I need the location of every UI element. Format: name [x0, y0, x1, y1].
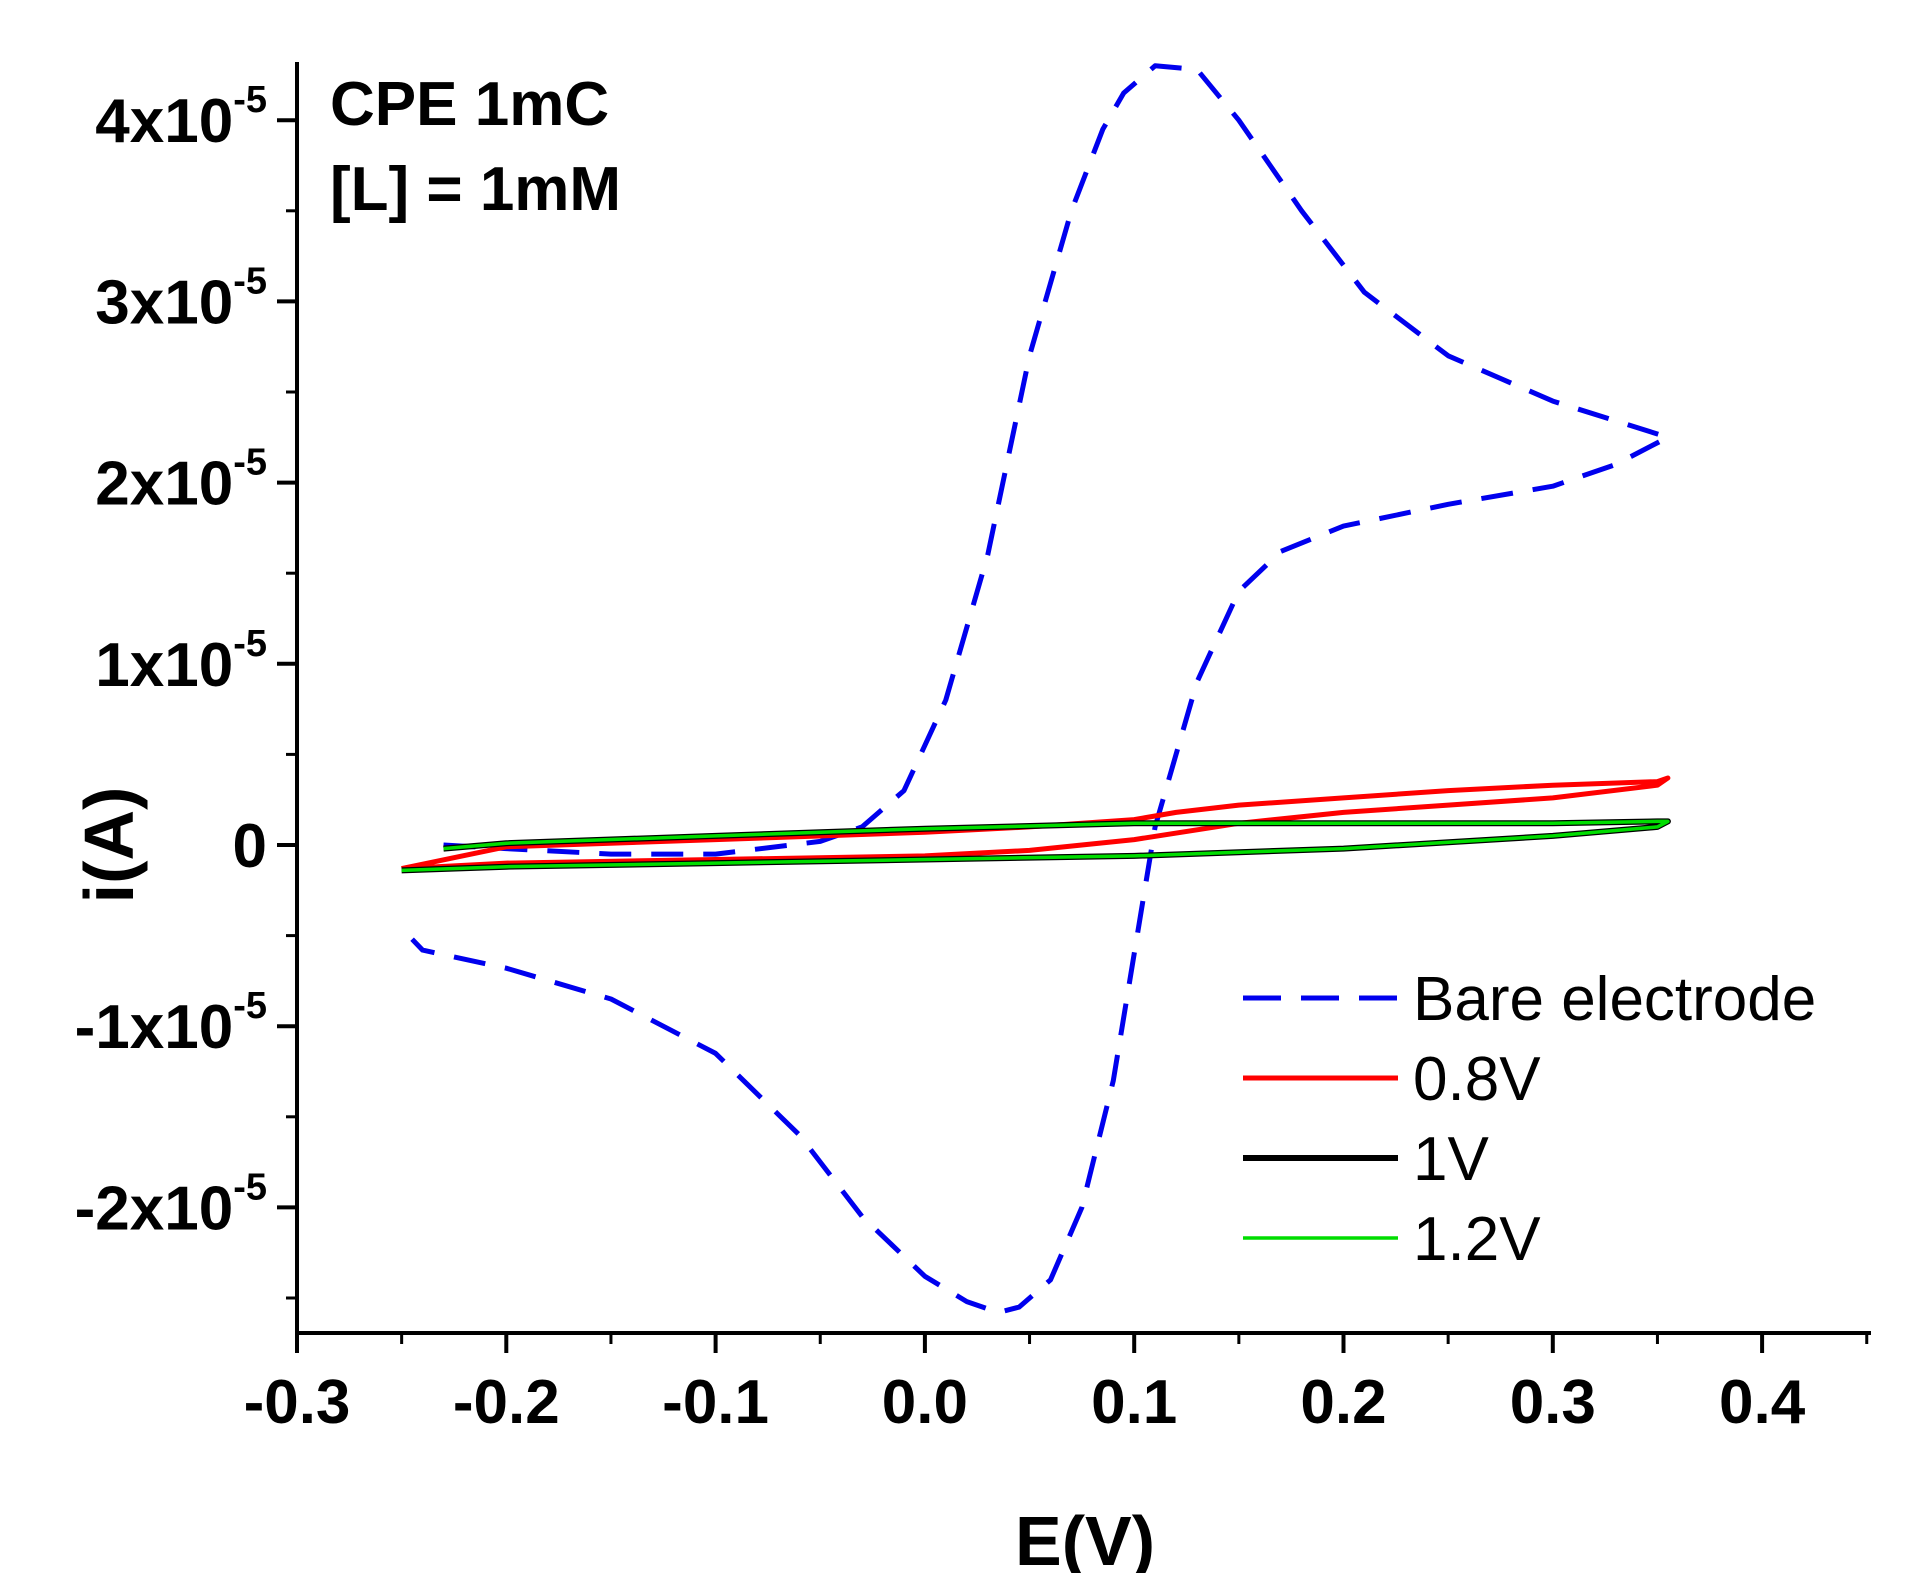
legend-label: 0.8V [1413, 1045, 1541, 1114]
y-axis-title: i(A) [70, 787, 148, 904]
x-tick-label: -0.1 [662, 1368, 769, 1437]
x-tick-label: 0.3 [1510, 1368, 1596, 1437]
x-tick-label: 0.2 [1300, 1368, 1386, 1437]
x-tick-label: -0.2 [453, 1368, 560, 1437]
series-line-bare-electrode [410, 63, 1671, 1315]
ticks-layer: -0.3 -0.2 -0.1 0.0 0.1 0.2 0.3 0.4 4x10-5 3x10-5 2… [75, 79, 1869, 1437]
series-layer [401, 63, 1671, 1315]
y-tick-label: 4x10-5 [95, 79, 267, 156]
y-tick-label: -1x10-5 [75, 985, 267, 1062]
legend: Bare electrode 0.8V 1V 1.2V [1243, 965, 1816, 1274]
x-tick-label: 0.1 [1091, 1368, 1177, 1437]
series-line-1-2v [401, 819, 1670, 873]
y-tick-label: -2x10-5 [75, 1166, 267, 1243]
legend-label: 1.2V [1413, 1205, 1541, 1274]
legend-label: 1V [1413, 1125, 1489, 1194]
x-tick-label: 0.0 [882, 1368, 968, 1437]
y-tick-label: 0 [233, 812, 267, 881]
y-tick-label: 1x10-5 [95, 623, 267, 700]
x-tick-label: 0.4 [1719, 1368, 1806, 1437]
x-tick-label: -0.3 [244, 1368, 351, 1437]
legend-label: Bare electrode [1413, 965, 1816, 1034]
annotation-concentration: [L] = 1mM [330, 155, 621, 224]
y-tick-label: 2x10-5 [95, 442, 267, 519]
x-axis-title: E(V) [1015, 1502, 1155, 1573]
y-tick-label: 3x10-5 [95, 260, 267, 337]
axes-layer [295, 62, 1871, 1335]
annotation-electrode: CPE 1mC [330, 70, 609, 139]
